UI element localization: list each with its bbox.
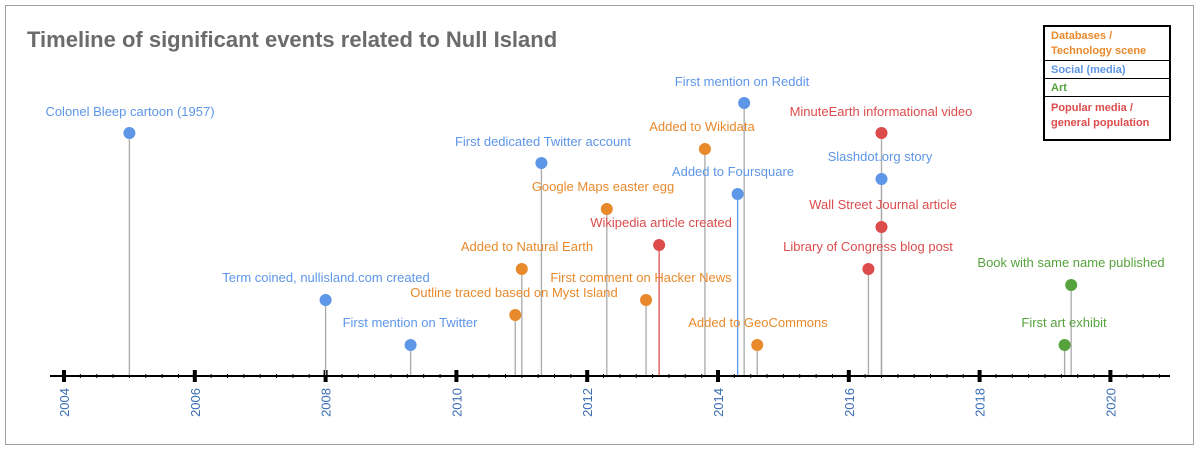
- x-tick-label: 2020: [1103, 388, 1118, 417]
- event-label: Term coined, nullisland.com created: [222, 270, 429, 285]
- x-tick-label: 2012: [580, 388, 595, 417]
- event-label: Google Maps easter egg: [532, 179, 674, 194]
- legend-item: Art: [1045, 80, 1169, 97]
- event-label: First mention on Reddit: [675, 74, 810, 89]
- event-label: Library of Congress blog post: [783, 239, 953, 254]
- event-label: Slashdot.org story: [828, 149, 933, 164]
- x-tick-label: 2014: [711, 388, 726, 417]
- event-label: First art exhibit: [1021, 315, 1107, 330]
- event-marker: [653, 239, 666, 251]
- x-tick-label: 2018: [973, 388, 988, 417]
- event-label: Added to GeoCommons: [688, 315, 828, 330]
- event-label: Wall Street Journal article: [809, 197, 957, 212]
- legend-item: Popular media / general population: [1051, 102, 1150, 129]
- x-tick-label: 2008: [319, 388, 334, 417]
- event-marker: [535, 157, 548, 169]
- legend-item: Databases / Technology scene: [1045, 27, 1169, 61]
- event-label: Added to Wikidata: [649, 119, 755, 134]
- x-major-tick: [977, 370, 982, 382]
- x-major-tick: [846, 370, 851, 382]
- event-marker: [123, 127, 136, 139]
- x-major-tick: [1108, 370, 1113, 382]
- x-major-tick: [716, 370, 720, 382]
- event-marker: [738, 97, 751, 109]
- event-label: Wikipedia article created: [590, 215, 732, 230]
- event-label: MinuteEarth informational video: [790, 104, 973, 119]
- event-marker: [875, 127, 888, 139]
- x-tick-label: 2006: [188, 388, 203, 417]
- event-marker: [731, 188, 744, 200]
- x-tick-label: 2004: [57, 388, 72, 417]
- event-marker: [1065, 279, 1078, 291]
- event-label: Outline traced based on Myst Island: [410, 285, 617, 300]
- legend: Databases / Technology scene Social (medi…: [1043, 25, 1171, 141]
- event-marker: [1058, 339, 1071, 351]
- chart-title: Timeline of significant events related t…: [27, 27, 558, 52]
- event-marker: [404, 339, 417, 351]
- x-major-tick: [62, 370, 66, 382]
- event-label: Colonel Bleep cartoon (1957): [45, 104, 214, 119]
- x-major-tick: [323, 370, 328, 382]
- event-marker: [698, 143, 711, 155]
- event-marker: [751, 339, 764, 351]
- x-major-tick: [585, 370, 590, 382]
- event-marker: [640, 294, 653, 306]
- event-marker: [515, 263, 528, 275]
- event-label: Added to Foursquare: [672, 164, 794, 179]
- event-marker: [600, 203, 613, 215]
- event-label: Added to Natural Earth: [461, 239, 593, 254]
- x-tick-label: 2016: [842, 388, 857, 417]
- event-marker: [509, 309, 522, 321]
- event-label: First comment on Hacker News: [550, 270, 732, 285]
- event-label: First mention on Twitter: [343, 315, 479, 330]
- legend-item: Social (media): [1045, 62, 1169, 79]
- event-marker: [875, 221, 888, 233]
- x-major-tick: [192, 370, 197, 382]
- x-major-tick: [454, 370, 459, 382]
- event-marker: [319, 294, 332, 306]
- event-label: First dedicated Twitter account: [455, 134, 631, 149]
- event-label: Book with same name published: [977, 255, 1164, 270]
- chart-frame: [5, 5, 1194, 445]
- event-marker: [862, 263, 875, 275]
- x-tick-label: 2010: [449, 388, 464, 417]
- event-marker: [875, 173, 888, 185]
